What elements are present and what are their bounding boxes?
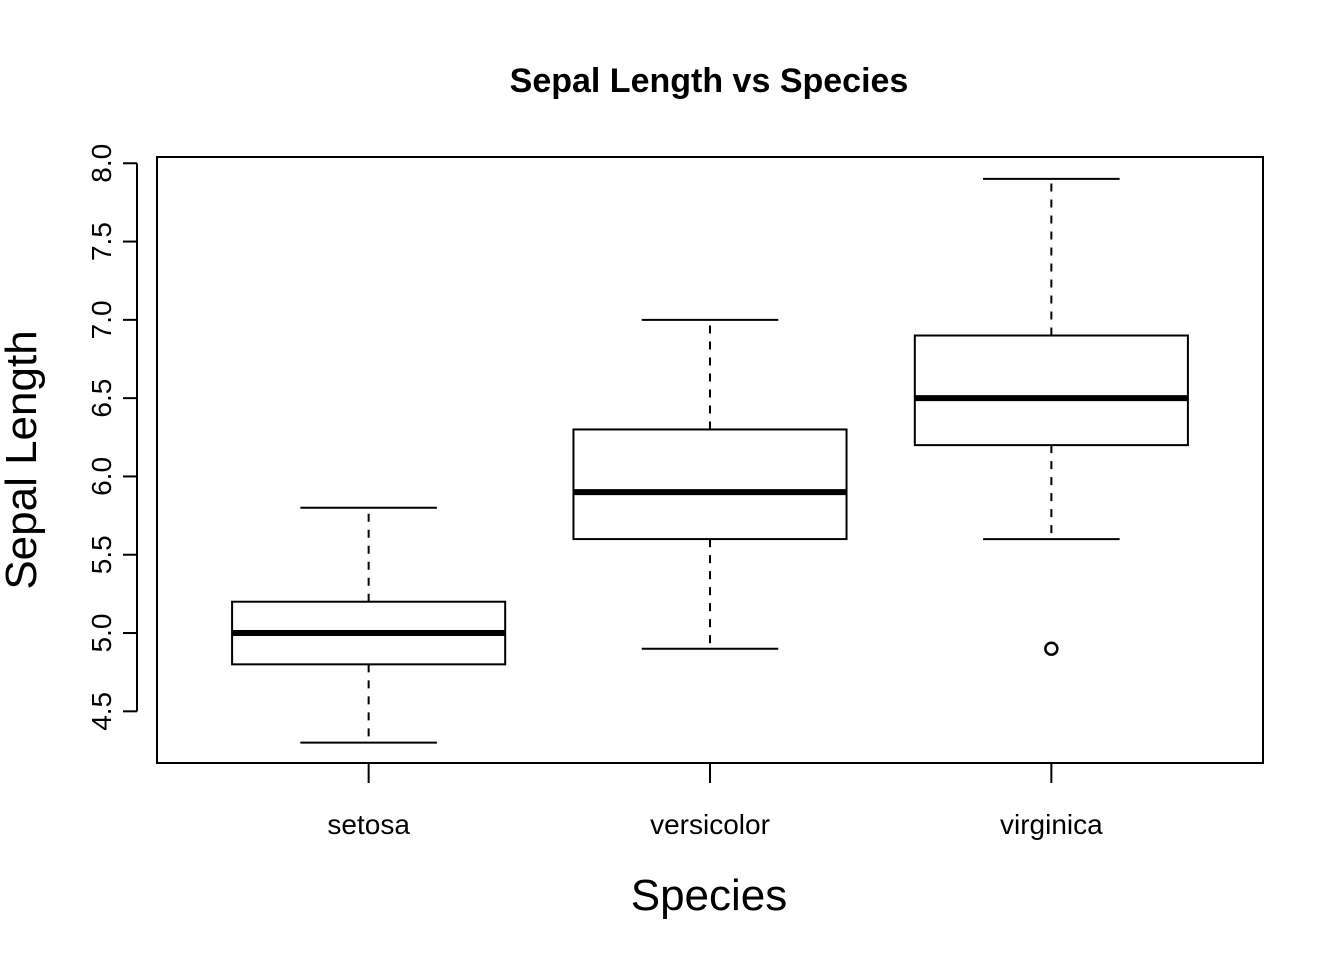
x-axis-label: Species xyxy=(631,871,788,920)
box-versicolor xyxy=(572,318,848,650)
box-setosa xyxy=(231,506,507,744)
boxes xyxy=(231,177,1189,744)
x-tick-label: versicolor xyxy=(650,809,770,840)
y-tick-label: 6.5 xyxy=(86,379,117,418)
box-virginica xyxy=(913,177,1189,656)
x-axis: setosa versicolor virginica xyxy=(327,763,1103,840)
y-tick-label: 4.5 xyxy=(86,692,117,731)
outlier-point xyxy=(1044,641,1059,656)
x-tick-label: setosa xyxy=(327,809,410,840)
y-tick-label: 5.0 xyxy=(86,614,117,653)
x-tick-label: virginica xyxy=(1000,809,1103,840)
y-axis: 4.5 5.0 5.5 6.0 6.5 7.0 7.5 8.0 xyxy=(86,144,138,731)
y-tick-label: 6.0 xyxy=(86,457,117,496)
y-tick-label: 8.0 xyxy=(86,144,117,183)
chart-title: Sepal Length vs Species xyxy=(510,62,909,100)
y-tick-label: 5.5 xyxy=(86,535,117,574)
y-axis-label: Sepal Length xyxy=(0,330,46,589)
iqr-box xyxy=(572,428,848,541)
y-tick-label: 7.0 xyxy=(86,300,117,339)
iqr-box xyxy=(913,334,1189,447)
y-tick-label: 7.5 xyxy=(86,222,117,261)
